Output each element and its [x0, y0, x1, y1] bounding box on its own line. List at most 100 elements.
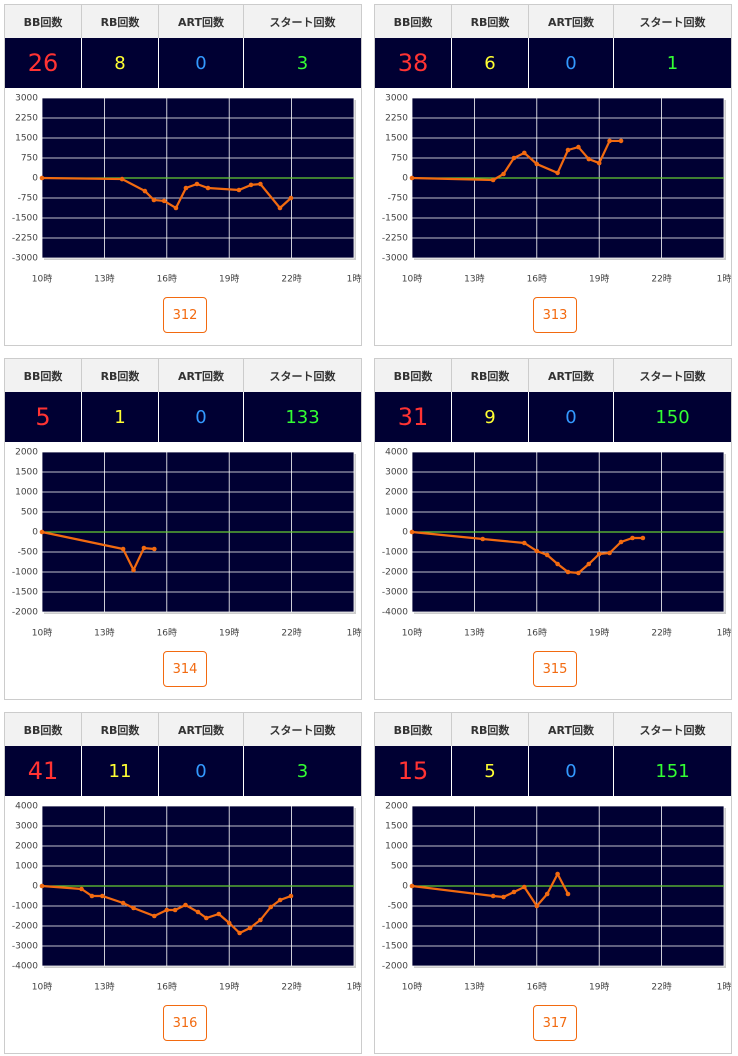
point — [490, 893, 496, 899]
y-tick-label: 0 — [32, 528, 38, 538]
x-tick-label: 19時 — [589, 274, 609, 285]
y-tick-label: 500 — [391, 862, 408, 872]
value-row: 15 5 0 151 — [375, 746, 731, 796]
header-cell: スタート回数 — [639, 15, 706, 29]
y-tick-label: 2000 — [15, 842, 38, 852]
point — [258, 181, 263, 187]
point — [131, 567, 136, 573]
header-cell: ART回数 — [529, 359, 614, 392]
header-cell: スタート回数 — [269, 723, 336, 737]
x-tick-label: 13時 — [464, 982, 484, 993]
header-cell: RB回数 — [452, 713, 529, 746]
header-row: BB回数 RB回数 ART回数 スタート回数 — [375, 713, 731, 746]
y-tick-label: 3000 — [15, 822, 38, 832]
point — [288, 893, 294, 899]
panel: BB回数 RB回数 ART回数 スタート回数 5 1 0 133 314 2000 1500 1000… — [4, 358, 362, 700]
point — [522, 150, 527, 156]
y-tick-label: -2000 — [12, 922, 38, 932]
y-tick-label: 4000 — [385, 448, 408, 458]
point — [152, 913, 157, 919]
header-row: BB回数 RB回数 ART回数 スタート回数 — [375, 5, 731, 38]
x-tick-label: 13時 — [94, 274, 114, 285]
panel: BB回数 RB回数 ART回数 スタート回数 41 11 0 3 316 4000 3000 2000… — [4, 712, 362, 1054]
point — [247, 925, 253, 931]
value-cell: 31 — [375, 392, 452, 442]
x-tick-label: 13時 — [464, 628, 484, 639]
point — [576, 570, 581, 576]
point — [258, 917, 263, 923]
point — [511, 155, 517, 161]
y-tick-label: -2000 — [12, 608, 38, 618]
point — [618, 138, 624, 144]
x-tick-label: 22時 — [651, 982, 671, 993]
x-tick-label: 16時 — [157, 274, 177, 285]
machine-button[interactable]: 313 — [533, 297, 577, 333]
header-cell: スタート回数 — [269, 15, 336, 29]
point — [277, 897, 283, 903]
point — [409, 529, 415, 535]
point — [409, 883, 415, 889]
y-tick-label: 1000 — [15, 862, 38, 872]
point — [161, 198, 167, 204]
machine-button[interactable]: 317 — [533, 1005, 577, 1041]
point — [194, 181, 200, 187]
chart: 3000 2250 1500 750 0 -750 -1500 -2250 -3000 10時 13… — [382, 94, 732, 285]
value-cell: 1 — [666, 52, 679, 74]
panel: BB回数 RB回数 ART回数 スタート回数 31 9 0 150 315 4000 3000 200… — [374, 358, 732, 700]
header-row: BB回数 RB回数 ART回数 スタート回数 — [5, 713, 361, 746]
x-tick-label: 13時 — [94, 982, 114, 993]
y-tick-label: 0 — [32, 174, 38, 184]
value-cell: 9 — [452, 392, 529, 442]
point — [596, 551, 602, 557]
header-cell: RB回数 — [82, 713, 159, 746]
x-tick-label: 22時 — [281, 628, 301, 639]
y-tick-label: 0 — [402, 882, 408, 892]
point — [89, 893, 95, 899]
x-tick-label: 16時 — [527, 628, 547, 639]
header-cell: BB回数 — [5, 359, 82, 392]
machine-button[interactable]: 314 — [163, 651, 207, 687]
y-tick-label: -500 — [18, 548, 39, 558]
point — [607, 550, 612, 556]
y-tick-label: 2000 — [15, 448, 38, 458]
header-cell: RB回数 — [452, 5, 529, 38]
point — [164, 907, 170, 913]
point — [100, 893, 105, 899]
y-tick-label: -750 — [18, 194, 39, 204]
line — [411, 530, 643, 575]
header-cell: BB回数 — [375, 359, 452, 392]
chart: 4000 3000 2000 1000 0 -1000 -2000 -3000 -4000 10時… — [12, 802, 362, 993]
value-cell: 151 — [655, 760, 690, 782]
point — [268, 904, 274, 910]
value-cell: 133 — [285, 406, 320, 428]
point — [226, 920, 232, 926]
y-tick-label: 3000 — [15, 94, 38, 104]
x-tick-label: 16時 — [157, 628, 177, 639]
point — [640, 535, 646, 541]
value-cell: 0 — [159, 38, 244, 88]
point — [511, 889, 517, 895]
y-tick-label: -2000 — [382, 568, 408, 578]
header-cell: BB回数 — [375, 5, 452, 38]
machine-button[interactable]: 312 — [163, 297, 207, 333]
point — [173, 205, 179, 211]
y-tick-label: -1500 — [382, 942, 408, 952]
machine-button[interactable]: 316 — [163, 1005, 207, 1041]
value-cell: 0 — [529, 746, 614, 796]
header-cell: BB回数 — [5, 713, 82, 746]
x-tick-label: 16時 — [527, 982, 547, 993]
machine-button[interactable]: 315 — [533, 651, 577, 687]
value-cell: 0 — [159, 392, 244, 442]
point — [534, 161, 540, 167]
point — [152, 546, 157, 552]
y-tick-label: 1500 — [15, 468, 38, 478]
point — [565, 569, 571, 575]
y-tick-label: -1500 — [12, 214, 38, 224]
point — [555, 871, 560, 877]
point — [204, 915, 209, 921]
point — [205, 185, 211, 191]
point — [120, 900, 126, 906]
x-tick-label: 1時 — [347, 982, 362, 993]
y-tick-label: -750 — [388, 194, 409, 204]
point — [183, 185, 189, 191]
